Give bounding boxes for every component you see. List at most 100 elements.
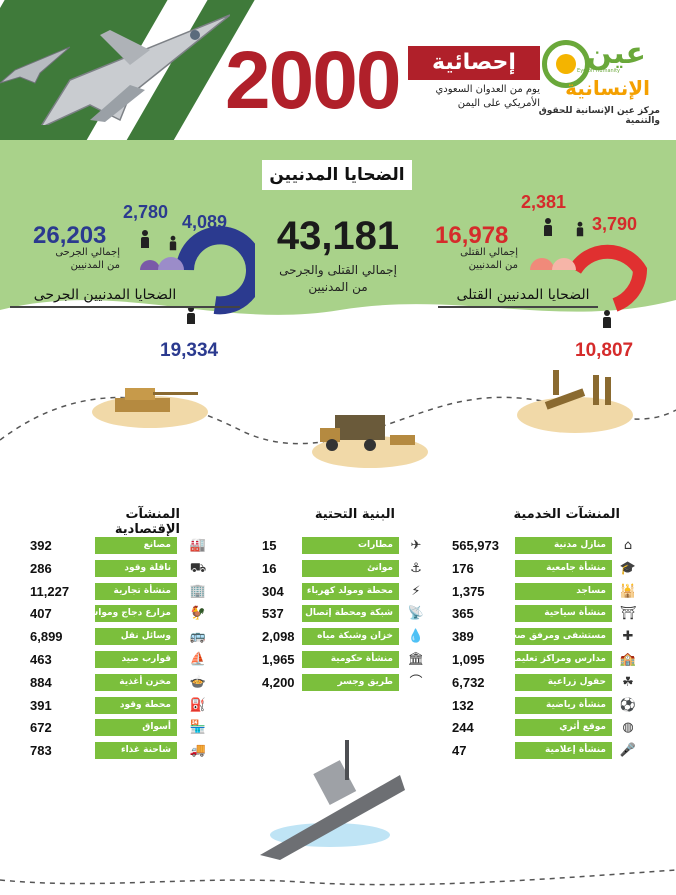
- soldiers-cannon-illustration: [517, 370, 633, 433]
- economic-row: 884 مخزن أغذية 🍲: [0, 673, 676, 692]
- infrastructure-row-label: شبكة ومحطة إتصال: [302, 605, 399, 623]
- subtitle-line-2: الأمريكي على اليمن: [457, 98, 540, 109]
- killed-woman-icon: [543, 218, 553, 236]
- infrastructure-row-value: 304: [262, 583, 284, 599]
- economic-row: 463 قوارب صيد ⛵: [0, 651, 676, 669]
- killed-section-title: الضحايا المدنيين القتلى: [456, 287, 590, 303]
- service-row-label: منازل مدنية: [515, 537, 612, 554]
- killed-title-underline: [438, 306, 598, 308]
- telecom-tower-icon: 📡: [407, 606, 425, 622]
- infrastructure-row-value: 16: [262, 560, 277, 576]
- infrastructure-row: 15 مطارات ✈: [0, 537, 676, 555]
- bridge-icon: ⌒: [409, 674, 423, 690]
- injured-women: 2,780: [123, 202, 169, 222]
- injured-total-label-2: من المدنيين: [70, 260, 120, 271]
- military-truck-illustration: [312, 415, 428, 468]
- killed-total-label-1: إجمالي القتلى: [460, 247, 518, 258]
- economic-row: 6,899 وسائل نقل 🚌: [0, 628, 676, 646]
- airport-icon: ✈: [410, 538, 422, 553]
- fuel-tanker-icon: ⛟: [189, 560, 207, 576]
- service-row-value: 47: [452, 743, 467, 759]
- infrastructure-row: 16 موانئ ⚓: [0, 559, 676, 578]
- service-row-value: 244: [452, 720, 474, 736]
- service-row-label: منشأة إعلامية: [515, 742, 612, 760]
- victims-total-label-1: إجمالي القتلى والجرحى: [279, 263, 397, 277]
- infrastructure-row-label: خزان وشبكة مياه: [302, 628, 399, 646]
- fuel-station-icon: ⛽: [189, 697, 207, 713]
- economic-row-value: 391: [30, 697, 52, 713]
- logo-insaniya-text: الإنسانية: [565, 76, 650, 100]
- infrastructure-row-value: 2,098: [262, 629, 295, 645]
- logo-ring: [542, 40, 590, 88]
- infrastructure-title: البنية التحتية: [314, 507, 395, 522]
- graduation-cap-icon: 🎓: [619, 560, 637, 576]
- injured-woman-icon: [140, 230, 150, 248]
- organization-name: مركز عين الإنسانية للحقوق والتنمية: [538, 106, 660, 126]
- service-row-value: 1,375: [452, 583, 485, 599]
- service-row: 176 منشأة جامعية 🎓: [0, 559, 676, 578]
- service-row: 365 منشأة سياحية ⛩: [0, 605, 676, 623]
- water-tank-icon: 💧: [407, 629, 425, 645]
- economic-row: 783 شاحنة غذاء 🚚: [0, 742, 676, 760]
- economic-row-value: 286: [30, 560, 52, 576]
- economic-row-value: 783: [30, 743, 52, 759]
- service-row-label: مساجد: [515, 582, 612, 600]
- economic-row-value: 884: [30, 674, 52, 690]
- infrastructure-row: 1,965 منشأة حكومية 🏛: [0, 651, 676, 669]
- service-row: 1,095 مدارس ومراكز تعليمية 🏫: [0, 651, 676, 669]
- service-row-value: 176: [452, 560, 474, 576]
- service-row: 6,732 حقول زراعية ☘: [0, 673, 676, 692]
- football-icon: ⚽: [619, 697, 637, 713]
- service-row-label: مدارس ومراكز تعليمية: [515, 651, 612, 668]
- archaeological-site-icon: ◍: [622, 720, 634, 736]
- service-row-label: حقول زراعية: [515, 673, 612, 691]
- killed-total-label-2: من المدنيين: [468, 260, 518, 271]
- economic-row-label: مخزن أغذية: [95, 673, 177, 691]
- government-building-icon: 🏛: [407, 652, 425, 667]
- service-row-label: منشأة رياضية: [515, 696, 612, 714]
- statistic-tag: إحصائية: [408, 46, 540, 80]
- economic-row-label: وسائل نقل: [95, 628, 177, 646]
- service-facilities-title: المنشآت الخدمية: [513, 507, 620, 522]
- food-truck-icon: 🚚: [189, 743, 207, 759]
- mosque-icon: 🕌: [619, 583, 637, 599]
- warship-illustration: [260, 740, 405, 860]
- service-row-label: منشأة سياحية: [515, 605, 612, 623]
- economic-row: 407 مزارع دجاج ومواشي 🐓: [0, 605, 676, 623]
- house-icon: ⌂: [623, 538, 633, 553]
- tourism-icon: ⛩: [619, 606, 637, 622]
- injured-title-underline: [10, 306, 240, 308]
- port-icon: ⚓: [410, 560, 422, 576]
- service-row-value: 6,732: [452, 674, 485, 690]
- school-icon: 🏫: [619, 652, 637, 667]
- economic-row-label: منشأة تجارية: [95, 582, 177, 600]
- killed-child-icon: [576, 221, 584, 237]
- injured-total-label-1: إجمالي الجرحى: [55, 247, 120, 258]
- fishing-boat-icon: ⛵: [189, 652, 207, 667]
- microphone-icon: 🎤: [619, 743, 637, 759]
- economic-row-label: محطة وقود: [95, 696, 177, 714]
- bottom-dashed-line: [0, 869, 676, 886]
- economic-row: 391 محطة وقود ⛽: [0, 696, 676, 715]
- injured-men: 19,334: [160, 340, 219, 361]
- infrastructure-row-label: منشأة حكومية: [302, 651, 399, 668]
- fighter-jet-illustration: [40, 14, 230, 125]
- market-icon: 🏪: [189, 720, 207, 736]
- chicken-icon: 🐓: [189, 606, 207, 622]
- killed-children: 3,790: [592, 214, 638, 234]
- logo-center-dot: [556, 54, 576, 74]
- farm-field-icon: ☘: [622, 674, 634, 690]
- power-station-icon: ⚡: [411, 583, 421, 599]
- victims-title: الضحايا المدنيين: [262, 160, 412, 190]
- infrastructure-row-label: محطة ومولد كهرباء: [302, 582, 399, 600]
- injured-man-icon: [186, 306, 196, 324]
- service-row: 132 منشأة رياضية ⚽: [0, 696, 676, 715]
- economic-row-value: 6,899: [30, 629, 63, 645]
- infrastructure-row-value: 15: [262, 538, 277, 553]
- infrastructure-row-label: طريق وجسر: [302, 673, 399, 691]
- infrastructure-row-value: 4,200: [262, 674, 295, 690]
- economic-row-value: 407: [30, 606, 52, 622]
- economic-row-label: ناقلة وقود: [95, 559, 177, 577]
- logo-english-text: Eye on Humanity: [577, 68, 620, 74]
- injured-donut-chart: [140, 226, 255, 315]
